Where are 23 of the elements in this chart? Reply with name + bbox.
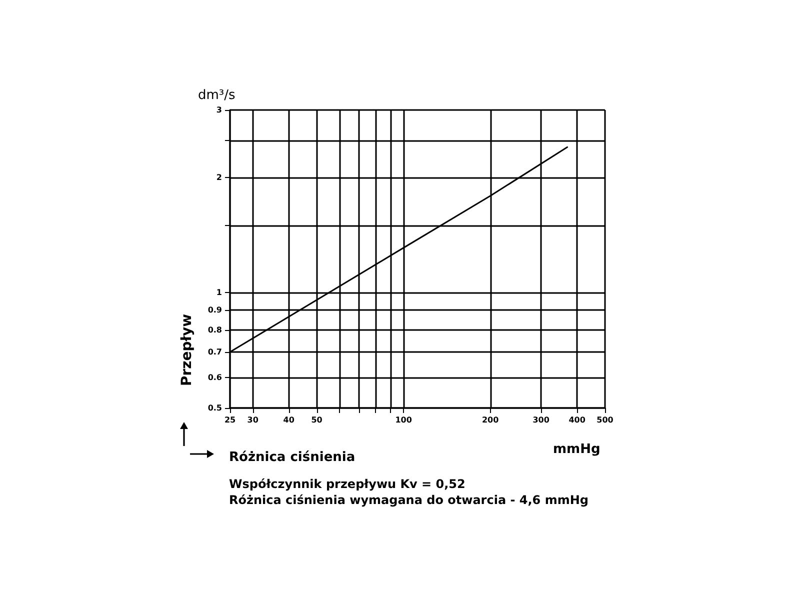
- y-tick-label: 0.8: [208, 325, 222, 334]
- x-axis-title: Różnica ciśnienia: [229, 450, 356, 465]
- x-tick-label: 500: [596, 416, 614, 424]
- y-tick-label: 3: [216, 106, 222, 114]
- text: Współczynnik przepływu Kv = 0,52: [229, 477, 466, 491]
- y-tick-label: 2: [216, 172, 222, 182]
- x-tick-label: 400: [568, 416, 586, 424]
- x-tick-label: 50: [311, 416, 323, 424]
- x-tick-label: 40: [283, 416, 295, 424]
- x-tick-label: 200: [482, 416, 500, 424]
- x-tick-label: 30: [247, 416, 259, 424]
- y-tick-label: 1: [216, 288, 222, 298]
- text: mmHg: [553, 442, 600, 457]
- text: Różnica ciśnienia wymagana do otwarcia - 4,6 mmHg: [229, 493, 588, 507]
- y-tick-label: 0.6: [208, 373, 222, 382]
- y-tick-label: 0.9: [208, 306, 222, 315]
- x-tick-label: 25: [224, 416, 236, 424]
- x-tick-label: 300: [532, 416, 550, 424]
- text: dm³/s: [198, 88, 236, 103]
- y-tick-label: 0.7: [208, 348, 222, 357]
- y-tick-label: 0.5: [208, 404, 222, 412]
- x-tick-label: 100: [395, 416, 412, 424]
- y-axis-title: Przepływ: [179, 314, 195, 386]
